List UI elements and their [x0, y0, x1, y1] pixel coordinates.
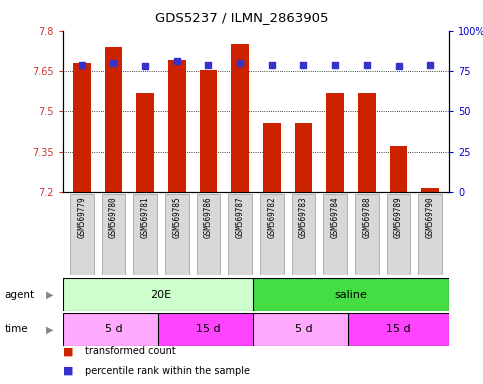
Point	[299, 61, 307, 68]
FancyBboxPatch shape	[165, 194, 188, 275]
FancyBboxPatch shape	[102, 194, 125, 275]
FancyBboxPatch shape	[292, 194, 315, 275]
FancyBboxPatch shape	[133, 194, 157, 275]
Bar	[422, 188, 439, 192]
Text: 5 d: 5 d	[105, 324, 122, 334]
Text: GSM569780: GSM569780	[109, 196, 118, 238]
Text: GSM569783: GSM569783	[299, 196, 308, 238]
Text: time: time	[5, 324, 28, 334]
Point	[205, 61, 213, 68]
Point	[395, 63, 402, 69]
Point	[141, 63, 149, 69]
Bar	[358, 93, 376, 192]
Bar	[73, 63, 90, 192]
Text: GSM569782: GSM569782	[267, 196, 276, 238]
FancyBboxPatch shape	[158, 313, 259, 346]
Bar	[168, 60, 185, 192]
Point	[78, 61, 85, 68]
FancyBboxPatch shape	[355, 194, 379, 275]
Point	[363, 61, 371, 68]
Text: percentile rank within the sample: percentile rank within the sample	[85, 366, 250, 376]
Text: 5 d: 5 d	[295, 324, 313, 334]
FancyBboxPatch shape	[253, 278, 449, 311]
Text: transformed count: transformed count	[85, 346, 175, 356]
Point	[173, 58, 181, 65]
FancyBboxPatch shape	[348, 313, 449, 346]
Text: GSM569788: GSM569788	[362, 196, 371, 238]
FancyBboxPatch shape	[197, 194, 220, 275]
Text: 15 d: 15 d	[386, 324, 411, 334]
Bar	[200, 70, 217, 192]
Text: GSM569789: GSM569789	[394, 196, 403, 238]
FancyBboxPatch shape	[324, 194, 347, 275]
Bar	[263, 123, 281, 192]
Text: GSM569786: GSM569786	[204, 196, 213, 238]
Text: GSM569790: GSM569790	[426, 196, 435, 238]
Bar	[390, 146, 407, 192]
Point	[268, 61, 276, 68]
FancyBboxPatch shape	[418, 194, 442, 275]
Text: GDS5237 / ILMN_2863905: GDS5237 / ILMN_2863905	[155, 12, 328, 25]
Text: ■: ■	[63, 366, 77, 376]
FancyBboxPatch shape	[253, 313, 354, 346]
Text: GSM569787: GSM569787	[236, 196, 245, 238]
FancyBboxPatch shape	[260, 194, 284, 275]
Text: ■: ■	[63, 346, 77, 356]
Text: agent: agent	[5, 290, 35, 300]
Text: GSM569779: GSM569779	[77, 196, 86, 238]
Point	[426, 61, 434, 68]
Bar	[105, 47, 122, 192]
FancyBboxPatch shape	[387, 194, 410, 275]
Text: ▶: ▶	[46, 324, 54, 334]
Text: GSM569784: GSM569784	[331, 196, 340, 238]
Bar	[295, 123, 312, 192]
Point	[110, 60, 117, 66]
Text: GSM569785: GSM569785	[172, 196, 181, 238]
Bar	[136, 93, 154, 192]
Point	[331, 61, 339, 68]
Text: saline: saline	[335, 290, 368, 300]
Bar	[327, 93, 344, 192]
FancyBboxPatch shape	[63, 313, 164, 346]
Text: 15 d: 15 d	[196, 324, 221, 334]
Text: GSM569781: GSM569781	[141, 196, 150, 238]
Text: 20E: 20E	[150, 290, 171, 300]
FancyBboxPatch shape	[228, 194, 252, 275]
Text: ▶: ▶	[46, 290, 54, 300]
FancyBboxPatch shape	[63, 278, 259, 311]
FancyBboxPatch shape	[70, 194, 94, 275]
Point	[236, 60, 244, 66]
Bar	[231, 44, 249, 192]
